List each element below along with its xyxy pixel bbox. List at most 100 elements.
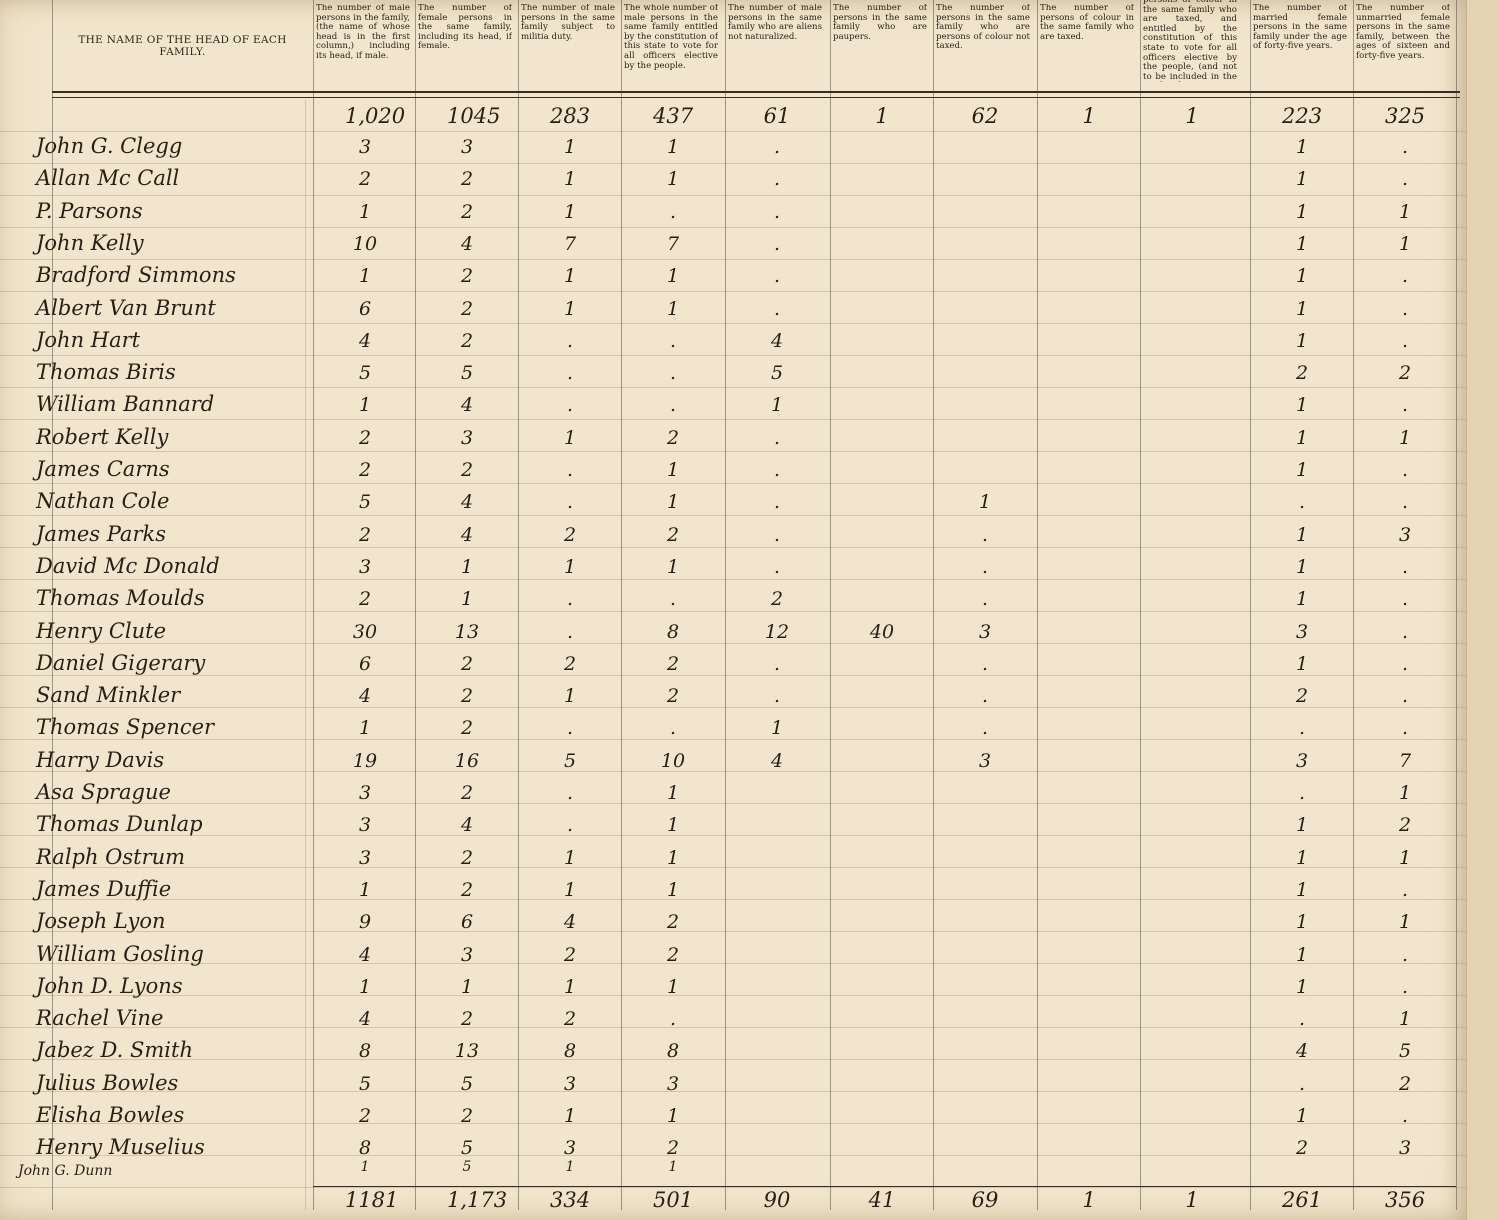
cell-col-11: 1 <box>1295 265 1309 288</box>
cell-col-6: . <box>773 523 781 546</box>
page-edge <box>1466 0 1498 1220</box>
cell-col-2: 1 <box>360 1159 370 1175</box>
cell-col-3: 5 <box>460 1137 474 1160</box>
cell-col-4: 1 <box>563 555 577 578</box>
cell-col-12: 1 <box>1398 911 1412 934</box>
cell-col-2: 2 <box>358 459 372 481</box>
cell-col-4: 3 <box>563 1072 577 1095</box>
cell-col-5: 437 <box>653 104 694 128</box>
cell-col-4: 1 <box>563 1105 577 1127</box>
cell-col-3: 1 <box>460 555 474 578</box>
cell-col-12: . <box>1401 491 1409 514</box>
cell-col-8: . <box>981 523 989 546</box>
table-row: Thomas Biris 5 5.. 5 2 2 <box>0 0 1466 384</box>
cell-col-4: 1 <box>563 200 577 223</box>
family-head-name: David Mc Donald <box>36 553 220 578</box>
cell-col-2: 5 <box>358 362 372 385</box>
cell-col-4: 2 <box>563 523 577 546</box>
cell-col-6: 12 <box>764 620 790 643</box>
cell-col-2: 3 <box>358 846 372 869</box>
cell-col-11: 1 <box>1295 943 1309 966</box>
family-head-name: Thomas Spencer <box>36 715 215 740</box>
cell-col-11: . <box>1298 491 1306 514</box>
cell-col-5: . <box>669 362 677 385</box>
cell-col-11: 1 <box>1295 232 1309 255</box>
cell-col-3: 2 <box>460 329 474 352</box>
table-row: Joseph Lyon 9 6 4 2 1 1 <box>0 0 1466 933</box>
column-header-6: The number of male persons in the same f… <box>728 4 822 42</box>
cell-col-11: 1 <box>1295 168 1309 191</box>
cell-col-11: . <box>1298 717 1306 740</box>
cell-col-12: . <box>1401 588 1409 611</box>
cell-col-7: 40 <box>869 620 895 643</box>
column-divider <box>830 0 831 1210</box>
column-header-12: The number of unmarried female persons i… <box>1356 4 1450 61</box>
table-row: John G. Clegg 3 3 1 1. 1. <box>0 0 1466 158</box>
cell-col-3: 3 <box>460 943 474 966</box>
cell-col-3: 2 <box>460 846 474 869</box>
cell-col-5: 1 <box>666 491 680 514</box>
cell-col-5: 1 <box>666 297 680 320</box>
cell-col-3: 2 <box>460 459 474 481</box>
table-row: David Mc Donald 3 1 1 1.. 1. <box>0 0 1466 578</box>
table-row: Jabez D. Smith 8 13 8 8 4 5 <box>0 0 1466 1062</box>
cell-col-11: 1 <box>1295 652 1309 675</box>
table-row: Albert Van Brunt 6 2 1 1. 1. <box>0 0 1466 320</box>
cell-col-5: 1 <box>668 1159 678 1175</box>
cell-col-12: . <box>1401 394 1409 417</box>
cell-col-11: 261 <box>1282 1188 1323 1212</box>
cell-col-5: 2 <box>666 911 680 934</box>
cell-col-5: . <box>669 1008 677 1031</box>
cell-col-6: . <box>773 200 781 223</box>
cell-col-11: 1 <box>1295 555 1309 578</box>
column-divider <box>313 0 314 1210</box>
family-head-name: Nathan Cole <box>36 489 170 514</box>
column-header-10: persons of colour in the same family who… <box>1143 0 1237 82</box>
table-row: John G. Dunn 1 5 1 1 <box>0 0 1466 1179</box>
cell-col-4: 4 <box>563 911 577 934</box>
cell-col-2: 1 <box>358 975 372 998</box>
cell-col-11: 1 <box>1295 878 1309 901</box>
cell-col-2: 1,020 <box>345 104 406 128</box>
cell-col-3: 2 <box>460 1105 474 1127</box>
cell-col-3: 4 <box>460 232 474 255</box>
table-row: Sand Minkler 4 2 1 2.. 2. <box>0 0 1466 707</box>
table-row: Ralph Ostrum 3 2 1 1 1 1 <box>0 0 1466 869</box>
cell-col-12: 1 <box>1398 200 1412 223</box>
cell-col-5: . <box>669 717 677 740</box>
family-head-name: Thomas Biris <box>36 360 176 385</box>
cell-col-4: 1 <box>563 168 577 191</box>
cell-col-11: 1 <box>1295 523 1309 546</box>
cell-col-6: 1 <box>770 717 784 740</box>
cell-col-8: 69 <box>971 1188 999 1212</box>
cell-col-11: . <box>1298 1072 1306 1095</box>
cell-col-12: 356 <box>1385 1188 1426 1212</box>
cell-col-12: 325 <box>1385 104 1426 128</box>
cell-col-4: . <box>566 459 574 481</box>
cell-col-5: 2 <box>666 685 680 708</box>
table-row: Thomas Spencer 1 2.. 1... <box>0 0 1466 739</box>
table-row: Henry Muselius 8 5 3 2 2 3 <box>0 0 1466 1159</box>
cell-col-12: . <box>1401 459 1409 481</box>
cell-col-5: 3 <box>666 1072 680 1095</box>
cell-col-5: . <box>669 200 677 223</box>
cell-col-12: . <box>1401 1105 1409 1127</box>
family-head-name: Rachel Vine <box>36 1006 164 1031</box>
cell-col-5: 10 <box>660 749 686 772</box>
cell-col-6: . <box>773 136 781 158</box>
cell-col-5: 501 <box>653 1188 694 1212</box>
cell-col-6: 4 <box>770 749 784 772</box>
cell-col-3: 2 <box>460 717 474 740</box>
family-head-name: Harry Davis <box>36 747 165 772</box>
cell-col-3: 2 <box>460 652 474 675</box>
family-head-name: Robert Kelly <box>36 424 169 449</box>
cell-col-7: 1 <box>875 104 889 128</box>
cell-col-11: 2 <box>1295 1137 1309 1160</box>
cell-col-12: 2 <box>1398 1072 1412 1095</box>
family-head-name: Sand Minkler <box>36 683 181 708</box>
cell-col-2: 3 <box>358 136 372 158</box>
column-header-5: The whole number of male persons in the … <box>624 4 718 71</box>
column-divider <box>1353 0 1354 1210</box>
cell-col-5: . <box>669 394 677 417</box>
cell-col-4: . <box>566 394 574 417</box>
